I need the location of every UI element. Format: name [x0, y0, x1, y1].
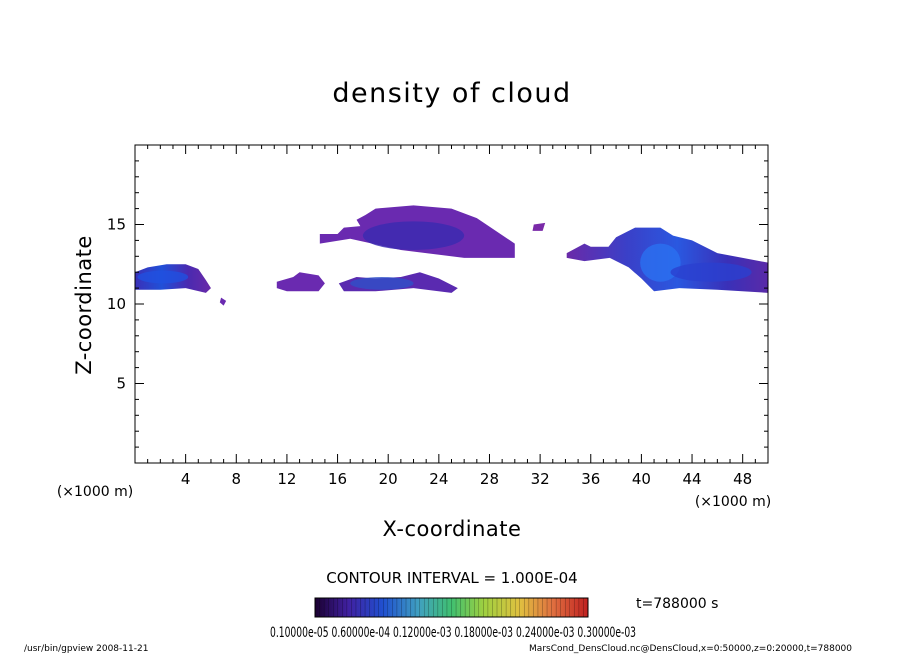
time-label: t=788000 s [636, 596, 718, 612]
colorbar-labels: 0.10000e-05 0.60000e-04 0.12000e-03 0.18… [270, 625, 636, 641]
cloud-region-cloud-mid-low [276, 272, 325, 292]
y-axis-label: Z-coordinate [72, 235, 96, 375]
y-unit-label: (×1000 m) [57, 484, 133, 500]
cloud-region-blob-1 [219, 297, 227, 306]
y-tick-label: 10 [107, 295, 126, 313]
footer-left: /usr/bin/gpview 2008-11-21 [24, 644, 148, 654]
footer-right: MarsCond_DensCloud.nc@DensCloud,x=0:5000… [529, 644, 852, 654]
cloud-core-1 [350, 276, 414, 290]
x-tick-label: 16 [328, 470, 347, 488]
x-tick-label: 28 [480, 470, 499, 488]
cloud-core-3 [670, 262, 752, 282]
contour-interval: CONTOUR INTERVAL = 1.000E-04 [326, 569, 577, 587]
x-tick-label: 20 [379, 470, 398, 488]
x-tick-label: 48 [733, 470, 752, 488]
x-tick-label: 36 [581, 470, 600, 488]
plot-frame [134, 144, 769, 464]
chart-title: density of cloud [332, 78, 571, 109]
plot-area [135, 205, 768, 306]
colorbar-ticks [319, 598, 584, 617]
cloud-core-0 [362, 221, 465, 250]
x-unit-label: (×1000 m) [695, 494, 771, 510]
cloud-region-blob-2 [532, 222, 546, 231]
x-tick-label: 12 [277, 470, 296, 488]
x-tick-label: 40 [632, 470, 651, 488]
x-tick-label: 24 [429, 470, 448, 488]
x-axis-label: X-coordinate [383, 517, 522, 541]
x-tick-label: 8 [232, 470, 242, 488]
x-tick-label: 44 [682, 470, 701, 488]
x-tick-label: 32 [531, 470, 550, 488]
cloud-core-4 [137, 270, 189, 284]
y-tick-label: 5 [116, 375, 126, 393]
x-tick-label: 4 [181, 470, 191, 488]
y-tick-label: 15 [107, 216, 126, 234]
